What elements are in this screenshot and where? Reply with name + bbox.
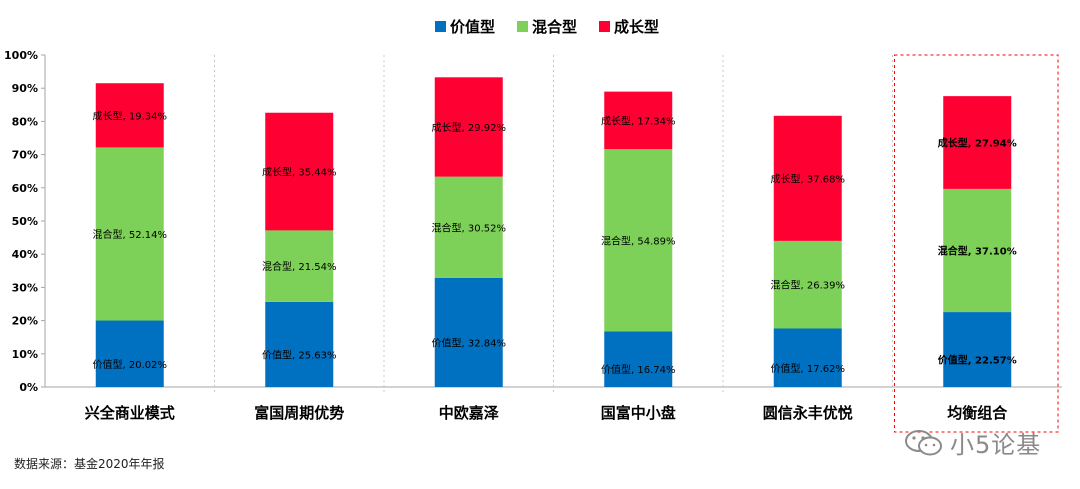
- bar-segment-2-5: [773, 240, 842, 329]
- data-label: 价值型, 16.74%: [601, 363, 676, 376]
- data-label: 成长型, 17.34%: [601, 114, 676, 127]
- wechat-logo-icon: [905, 430, 942, 456]
- bar-segment-2-4: [604, 149, 673, 332]
- bar-segment-3-1: [95, 83, 164, 148]
- x-category-label: 兴全商业模式: [85, 404, 175, 422]
- x-category-label: 富国周期优势: [254, 404, 344, 422]
- bar-segment-2-1: [95, 147, 164, 321]
- data-label: 价值型, 17.62%: [771, 362, 846, 375]
- legend-label-2: 混合型: [532, 18, 577, 36]
- bar-segment-3-3: [434, 77, 503, 177]
- data-label: 混合型, 30.52%: [432, 221, 507, 234]
- y-tick-label: 70%: [12, 149, 38, 162]
- bar-segment-3-4: [604, 91, 673, 150]
- y-tick-label: 10%: [12, 348, 38, 361]
- y-tick-label: 50%: [12, 215, 38, 228]
- y-tick-label: 90%: [12, 82, 38, 95]
- data-label: 价值型, 22.57%: [938, 354, 1017, 367]
- data-label: 混合型, 37.10%: [938, 244, 1017, 257]
- bar-segment-2-3: [434, 176, 503, 278]
- legend-swatch-3: [599, 21, 610, 32]
- bar-segment-3-5: [773, 115, 842, 241]
- y-tick-label: 100%: [4, 49, 38, 62]
- data-label: 价值型, 25.63%: [262, 348, 337, 361]
- data-label: 成长型, 19.34%: [93, 109, 168, 122]
- legend-swatch-1: [435, 21, 446, 32]
- bar-segment-1-1: [95, 320, 164, 387]
- bar-segment-1-5: [773, 328, 842, 387]
- data-label: 价值型, 32.84%: [432, 336, 507, 349]
- data-label: 混合型, 26.39%: [771, 279, 846, 292]
- x-category-label: 国富中小盘: [601, 404, 676, 422]
- bar-segment-3-6: [943, 96, 1012, 189]
- y-tick-label: 20%: [12, 315, 38, 328]
- data-label: 混合型, 21.54%: [262, 260, 337, 273]
- bar-segment-1-4: [604, 331, 673, 387]
- y-tick-label: 80%: [12, 115, 38, 128]
- data-label: 混合型, 54.89%: [601, 234, 676, 247]
- bar-segment-2-6: [943, 188, 1012, 313]
- x-category-label: 均衡组合: [947, 404, 1008, 422]
- y-tick-label: 40%: [12, 248, 38, 261]
- data-label: 混合型, 52.14%: [93, 228, 168, 241]
- bar-segment-1-6: [943, 312, 1012, 387]
- y-tick-label: 30%: [12, 281, 38, 294]
- bar-segment-1-3: [434, 277, 503, 387]
- data-label: 成长型, 27.94%: [938, 137, 1017, 150]
- legend-label-1: 价值型: [450, 18, 495, 36]
- y-tick-label: 0%: [19, 381, 38, 394]
- data-source-note: 数据来源：基金2020年年报: [14, 457, 165, 471]
- watermark-text: 小5论基: [950, 431, 1042, 459]
- legend-label-3: 成长型: [614, 18, 659, 36]
- x-category-label: 圆信永丰优悦: [763, 404, 853, 422]
- legend-swatch-2: [517, 21, 528, 32]
- data-label: 成长型, 35.44%: [262, 166, 337, 179]
- bar-segment-1-2: [265, 301, 334, 387]
- y-tick-label: 60%: [12, 182, 38, 195]
- stacked-bar-chart: 价值型 混合型 成长型 0% 10% 20% 30% 40% 50% 60% 70% 80% 90% 10…: [4, 18, 1062, 433]
- bar-segment-3-2: [265, 112, 334, 231]
- x-category-label: 中欧嘉泽: [439, 404, 499, 422]
- data-label: 价值型, 20.02%: [93, 358, 168, 371]
- data-label: 成长型, 37.68%: [771, 172, 846, 185]
- bar-segment-2-2: [265, 230, 334, 302]
- data-label: 成长型, 29.92%: [432, 121, 507, 134]
